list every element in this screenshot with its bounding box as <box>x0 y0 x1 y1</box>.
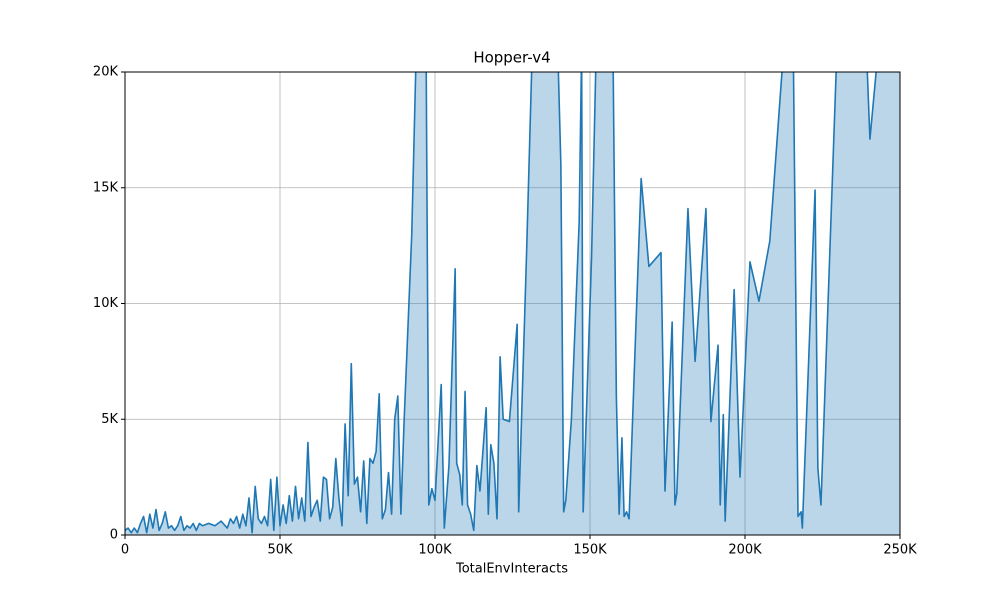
y-tick-label: 10K <box>93 296 119 311</box>
x-tick-label: 250K <box>883 543 917 558</box>
chart-title: Hopper-v4 <box>473 49 550 67</box>
x-axis-label: TotalEnvInteracts <box>455 562 568 577</box>
area-fill <box>125 72 900 535</box>
x-tick-label: 50K <box>267 543 293 558</box>
y-tick-label: 15K <box>93 180 119 195</box>
series-line <box>125 72 877 534</box>
y-tick-label: 5K <box>101 412 118 427</box>
y-tick-label: 20K <box>93 65 119 80</box>
x-tick-label: 150K <box>573 543 607 558</box>
plot-area <box>125 72 900 535</box>
ticks: 0 50K 100K 150K 200K 250K 0 5K 10K 15K 20K <box>93 65 917 558</box>
y-tick-label: 0 <box>110 528 118 543</box>
x-tick-label: 200K <box>728 543 762 558</box>
x-tick-label: 100K <box>418 543 452 558</box>
x-tick-label: 0 <box>121 543 129 558</box>
